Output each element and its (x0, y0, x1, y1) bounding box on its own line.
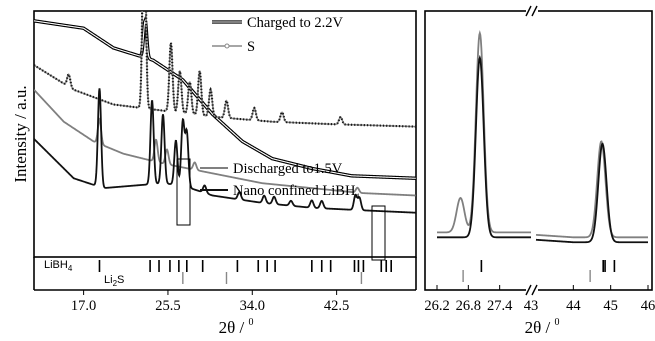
right-x-tick-label: 43 (524, 298, 539, 314)
axis-break-bottom (525, 284, 538, 296)
ref-label-li2s-main: Li (104, 274, 113, 286)
highlight-box-26 (176, 158, 191, 226)
series-s-line (34, 11, 416, 128)
left-series-group (34, 11, 416, 214)
legend-label-nano-sub: 4 (355, 192, 359, 201)
right-x-ticks: 26.2 26.8 27.4 43 44 45 46 (424, 285, 655, 314)
right-plot-frame (424, 10, 653, 291)
right-series-nano-confined-low (437, 54, 531, 239)
series-charged-outer (34, 15, 416, 180)
right-reference-ticks (462, 260, 616, 282)
right-x-tick-label: 46 (641, 298, 655, 314)
right-series-group (437, 29, 648, 244)
x-tick-label: 25.5 (155, 298, 180, 314)
series-charged-inner (34, 19, 416, 179)
legend-marker-s (224, 43, 230, 49)
right-x-tick-label: 27.4 (487, 298, 513, 314)
legend-bottom: Discharged to1.5V Nano confined LiBH4 (200, 161, 359, 201)
right-series-nano-confined-high (535, 142, 648, 244)
x-axis-label-right: 2θ / 0 (525, 317, 560, 337)
series-nano-confined (34, 88, 416, 214)
ref-label-libh4: LiBH4 (44, 259, 73, 273)
legend-label-nano: Nano confined LiBH4 (233, 183, 359, 201)
left-plot-frame (33, 10, 417, 258)
x-axis-label-right-base: 2θ / (525, 318, 555, 337)
ref-label-li2s-sub: 2 (113, 279, 118, 288)
legend-label-charged: Charged to 2.2V (247, 15, 344, 31)
x-axis-label-left-base: 2θ / (219, 318, 249, 337)
ref-label-libh4-sub: 4 (68, 264, 73, 273)
ref-label-li2s-after: S (117, 274, 124, 286)
x-axis-label-left-sup: 0 (248, 317, 253, 328)
series-s-markers (34, 11, 416, 128)
left-reference-ticks (98, 260, 392, 284)
x-tick-label: 34.0 (240, 298, 265, 314)
legend-label-discharged: Discharged to1.5V (233, 161, 343, 177)
ref-label-libh4-main: LiBH (44, 259, 68, 271)
right-x-tick-label: 44 (566, 298, 581, 314)
legend-label-s: S (247, 39, 255, 55)
left-panel: 17.0 25.5 34.0 42.5 Charged to 2.2V S Disch… (11, 10, 417, 337)
legend-label-nano-main: Nano confined LiBH (233, 183, 356, 199)
x-axis-label-right-sup: 0 (554, 317, 559, 328)
legend-top: Charged to 2.2V S (212, 15, 344, 55)
axis-break-top (525, 5, 538, 17)
x-axis-label-left: 2θ / 0 (219, 317, 254, 337)
x-tick-label: 42.5 (324, 298, 349, 314)
ref-label-li2s: Li2S (104, 274, 124, 288)
left-x-ticks: 17.0 25.5 34.0 42.5 (33, 257, 417, 314)
right-x-tick-label: 26.8 (456, 298, 481, 314)
right-x-tick-label: 45 (603, 298, 618, 314)
right-x-tick-label: 26.2 (424, 298, 449, 314)
highlight-box-44 (371, 205, 386, 261)
right-series-discharged-high (535, 140, 648, 239)
x-tick-label: 17.0 (71, 298, 96, 314)
right-panel: 26.2 26.8 27.4 43 44 45 46 2θ / 0 (424, 5, 655, 337)
y-axis-label: Intensity / a.u. (11, 85, 30, 182)
